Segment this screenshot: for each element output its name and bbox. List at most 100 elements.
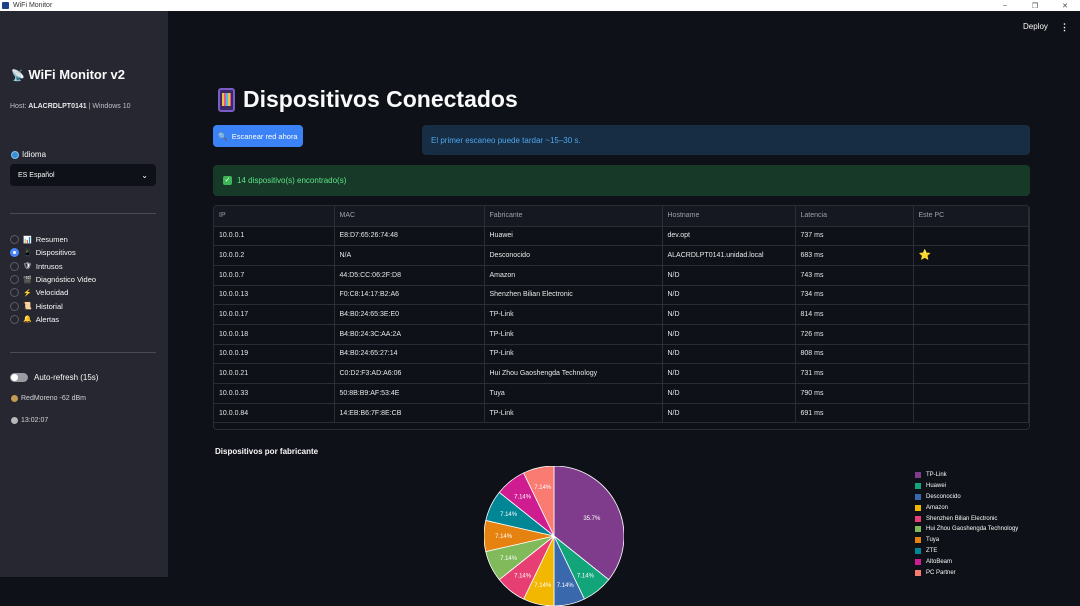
radio-button[interactable] <box>10 288 19 298</box>
scan-network-button[interactable]: 🔍 Escanear red ahora <box>213 125 303 147</box>
table-cell: 726 ms <box>795 324 914 345</box>
legend-swatch <box>915 483 921 490</box>
column-header[interactable]: Latencia <box>795 206 914 227</box>
radio-button[interactable] <box>10 248 19 258</box>
pie-slice-label: 7.14% <box>557 583 575 589</box>
legend-item[interactable]: Huawei <box>915 481 1018 492</box>
legend-item[interactable]: Desconocido <box>915 492 1018 503</box>
nav-item-diagnóstico-video[interactable]: 🎬 Diagnóstico Video <box>10 273 96 286</box>
legend-item[interactable]: AltoBeam <box>915 556 1018 567</box>
chart-legend: TP-Link Huawei Desconocido Amazon Shenzhen B… <box>915 470 1018 578</box>
legend-label: AltoBeam <box>926 558 953 565</box>
table-row[interactable]: 10.0.0.18 B4:B0:24:3C:AA:2A TP-Link N/D 726 … <box>214 324 1029 345</box>
table-cell: 10.0.0.19 <box>214 344 335 365</box>
table-cell: 10.0.0.13 <box>214 285 335 306</box>
language-select[interactable]: ES Español ⌄ <box>10 164 156 186</box>
pie-slice-label: 7.14% <box>500 556 518 562</box>
nav-item-velocidad[interactable]: ⚡ Velocidad <box>10 286 96 299</box>
legend-label: Amazon <box>926 504 949 511</box>
table-row[interactable]: 10.0.0.1 E8:D7:65:26:74:48 Huawei dev.opt 73… <box>214 226 1029 247</box>
column-header[interactable]: Fabricante <box>484 206 663 227</box>
info-alert: El primer escaneo puede tardar ~15–30 s. <box>422 125 1030 155</box>
legend-swatch <box>915 547 921 554</box>
nav-item-label: Alertas <box>35 314 60 324</box>
nav-item-dispositivos[interactable]: 📱 Dispositivos <box>10 246 96 259</box>
table-cell: 743 ms <box>795 265 914 286</box>
maximize-button[interactable]: ❐ <box>1031 2 1039 10</box>
table-cell: ALACRDLPT0141.unidad.local <box>662 245 796 266</box>
time-text: 13:02:07 <box>21 417 49 424</box>
table-row[interactable]: 10.0.0.33 50:8B:B9:AF:53:4E Tuya N/D 790 ms <box>214 383 1029 404</box>
table-cell: 10.0.0.7 <box>214 265 335 286</box>
legend-swatch <box>915 515 921 522</box>
divider <box>10 352 156 353</box>
table-row[interactable]: 10.0.0.19 B4:B0:24:65:27:14 TP-Link N/D 808 … <box>214 344 1029 365</box>
page-title: Dispositivos Conectados <box>218 86 518 113</box>
table-row[interactable]: 10.0.0.7 44:D5:CC:06:2F:D8 Amazon N/D 743 ms <box>214 265 1029 286</box>
table-cell: N/D <box>662 265 796 286</box>
legend-item[interactable]: Tuya <box>915 535 1018 546</box>
pie-slice-label: 7.14% <box>577 573 595 579</box>
minimize-button[interactable]: – <box>1003 1 1007 9</box>
legend-item[interactable]: Hui Zhou Gaoshengda Technology <box>915 524 1018 535</box>
table-cell: N/D <box>662 344 796 365</box>
table-row[interactable]: 10.0.0.2 N/A Desconocido ALACRDLPT0141.unid… <box>214 245 1029 266</box>
pie-slice-label: 35.7% <box>583 516 601 522</box>
page-title-text: Dispositivos Conectados <box>243 86 518 112</box>
table-row[interactable]: 10.0.0.84 14:EB:B6:7F:8E:CB TP-Link N/D 691 … <box>214 403 1029 424</box>
column-header[interactable]: Este PC <box>913 206 1029 227</box>
table-cell: N/D <box>662 383 796 404</box>
legend-item[interactable]: PC Partner <box>915 567 1018 578</box>
nav-icon: 📊 <box>23 236 32 244</box>
table-cell <box>913 226 1029 247</box>
auto-refresh-toggle[interactable] <box>10 373 28 382</box>
nav-item-historial[interactable]: 📜 Historial <box>10 299 96 312</box>
legend-label: ZTE <box>926 547 938 554</box>
window-title: WiFi Monitor <box>13 2 53 9</box>
devices-table[interactable]: IP MAC Fabricante Hostname Latencia Este PC 1… <box>213 205 1030 430</box>
radio-button[interactable] <box>10 301 19 311</box>
nav-icon: 📜 <box>23 303 32 311</box>
legend-item[interactable]: Amazon <box>915 502 1018 513</box>
radio-button[interactable] <box>10 314 19 324</box>
globe-icon <box>11 150 19 159</box>
table-cell: 808 ms <box>795 344 914 365</box>
radio-button[interactable] <box>10 261 19 271</box>
main-menu-icon[interactable]: ⋮ <box>1060 22 1069 32</box>
table-cell: B4:B0:24:65:3E:E0 <box>334 304 485 325</box>
radio-button[interactable] <box>10 275 19 285</box>
table-cell <box>913 285 1029 306</box>
table-row[interactable]: 10.0.0.17 B4:B0:24:65:3E:E0 TP-Link N/D 814 … <box>214 304 1029 325</box>
column-header[interactable]: IP <box>214 206 335 227</box>
legend-item[interactable]: TP-Link <box>915 470 1018 481</box>
chevron-down-icon: ⌄ <box>141 170 148 180</box>
nav-item-alertas[interactable]: 🔔 Alertas <box>10 313 96 326</box>
table-cell: N/A <box>334 245 485 266</box>
legend-label: Hui Zhou Gaoshengda Technology <box>926 526 1019 533</box>
host-info: Host: ALACRDLPT0141 | Windows 10 <box>10 103 131 110</box>
nav-icon: 🎬 <box>23 276 32 284</box>
sidebar: 📡 WiFi Monitor v2 Host: ALACRDLPT0141 | … <box>0 11 168 577</box>
column-header[interactable]: MAC <box>334 206 485 227</box>
radio-button[interactable] <box>10 235 19 245</box>
table-cell: 10.0.0.18 <box>214 324 335 345</box>
legend-item[interactable]: ZTE <box>915 546 1018 557</box>
signal-status: RedMoreno -62 dBm <box>11 395 86 402</box>
table-body: 10.0.0.1 E8:D7:65:26:74:48 Huawei dev.opt 73… <box>214 226 1029 424</box>
legend-item[interactable]: Shenzhen Bilian Electronic <box>915 513 1018 524</box>
nav-item-intrusos[interactable]: 🛡 Intrusos <box>10 260 96 273</box>
deploy-button[interactable]: Deploy <box>1023 22 1048 31</box>
table-row[interactable]: 10.0.0.13 F0:C8:14:17:B2:A6 Shenzhen Bilia… <box>214 285 1029 306</box>
nav-item-label: Diagnóstico Video <box>35 275 97 285</box>
close-button[interactable]: ✕ <box>1062 2 1068 10</box>
auto-refresh-toggle-row[interactable]: Auto-refresh (15s) <box>10 373 98 382</box>
table-row[interactable]: 10.0.0.21 C0:D2:F3:AD:A6:06 Hui Zhou Gaosh… <box>214 363 1029 384</box>
table-cell <box>913 344 1029 365</box>
column-header[interactable]: Hostname <box>662 206 796 227</box>
nav-item-label: Resumen <box>35 235 68 245</box>
table-cell: Hui Zhou Gaoshengda Technology <box>484 363 663 384</box>
nav-icon: 🔔 <box>23 316 32 324</box>
table-cell: 10.0.0.2 <box>214 245 335 266</box>
table-cell: 814 ms <box>795 304 914 325</box>
nav-item-resumen[interactable]: 📊 Resumen <box>10 233 96 246</box>
